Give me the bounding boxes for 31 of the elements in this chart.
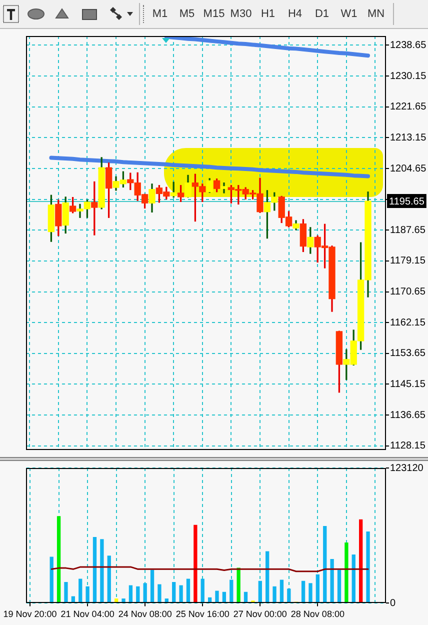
y-tick-label: 1162.15: [390, 317, 426, 328]
y-tick-label: 1153.65: [390, 348, 426, 360]
y-tick-label: 1136.65: [390, 410, 426, 421]
y-tick-label: 1128.15: [390, 440, 426, 452]
y-tick-label: 1170.65: [390, 286, 426, 298]
text: H1: [260, 8, 276, 21]
y-tick-label: 1145.15: [390, 378, 426, 390]
y-tick-label: 0: [390, 598, 396, 609]
text: H4: [286, 8, 304, 21]
text: M1: [151, 8, 169, 21]
y-tick-label: 1238.65: [390, 40, 427, 51]
y-tick-label: 123120: [390, 462, 424, 474]
text: W1: [340, 8, 358, 21]
y-tick-label: 1179.15: [390, 256, 426, 267]
x-tick-label: 21 Nov 04:00: [60, 609, 114, 620]
y-tick-label: 1230.15: [390, 70, 427, 82]
x-tick-label: 27 Nov 00:00: [233, 609, 287, 620]
text: M15: [202, 8, 226, 21]
y-tick-label: 1221.65: [390, 102, 427, 113]
y-tick-label: 1187.65: [390, 224, 426, 236]
y-tick-label: 1204.65: [390, 163, 427, 174]
x-tick-label: 19 Nov 20:00: [3, 609, 57, 620]
x-tick-label: 25 Nov 16:00: [176, 609, 230, 620]
x-tick-label: 24 Nov 08:00: [118, 609, 172, 620]
text: M30: [229, 8, 253, 21]
ref-line-label: 1195.65: [389, 196, 425, 208]
x-tick-label: 28 Nov 08:00: [290, 609, 344, 620]
text: MN: [366, 8, 386, 21]
text: M5: [178, 8, 196, 21]
text: D1: [314, 8, 330, 21]
y-tick-label: 1213.15: [390, 132, 427, 144]
